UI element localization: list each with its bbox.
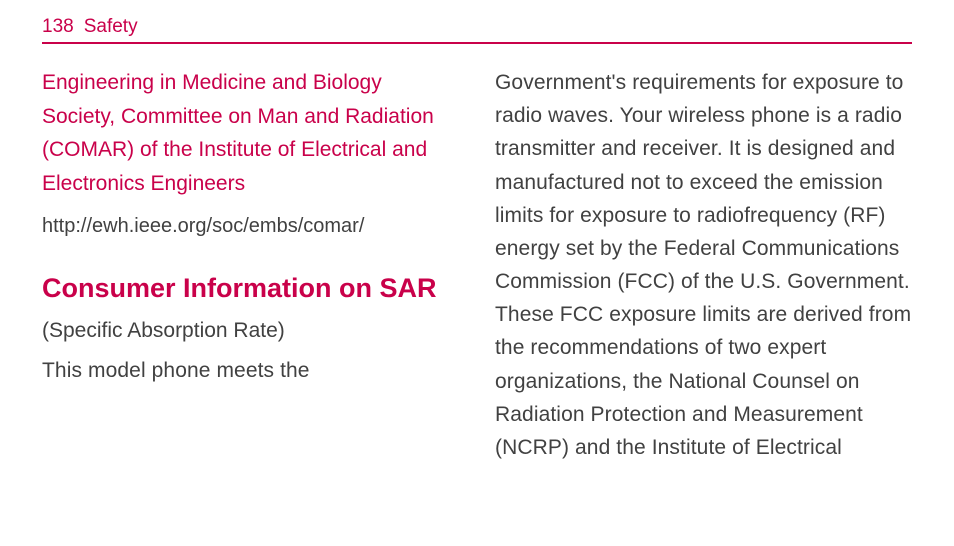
sar-subtitle: (Specific Absorption Rate): [42, 317, 459, 344]
sar-section-title: Consumer Information on SAR: [42, 270, 459, 306]
page-header: 138 Safety: [42, 16, 912, 44]
right-column: Government's requirements for exposure t…: [495, 66, 912, 464]
page-section-label: Safety: [84, 16, 138, 38]
page-number: 138: [42, 16, 74, 38]
sar-body-text: Government's requirements for exposure t…: [495, 66, 912, 464]
content-columns: Engineering in Medicine and Biology Soci…: [42, 66, 912, 464]
organization-url: http://ewh.ieee.org/soc/embs/comar/: [42, 210, 459, 242]
left-column: Engineering in Medicine and Biology Soci…: [42, 66, 459, 464]
sar-lead-text: This model phone meets the: [42, 354, 459, 387]
organization-heading: Engineering in Medicine and Biology Soci…: [42, 66, 459, 200]
